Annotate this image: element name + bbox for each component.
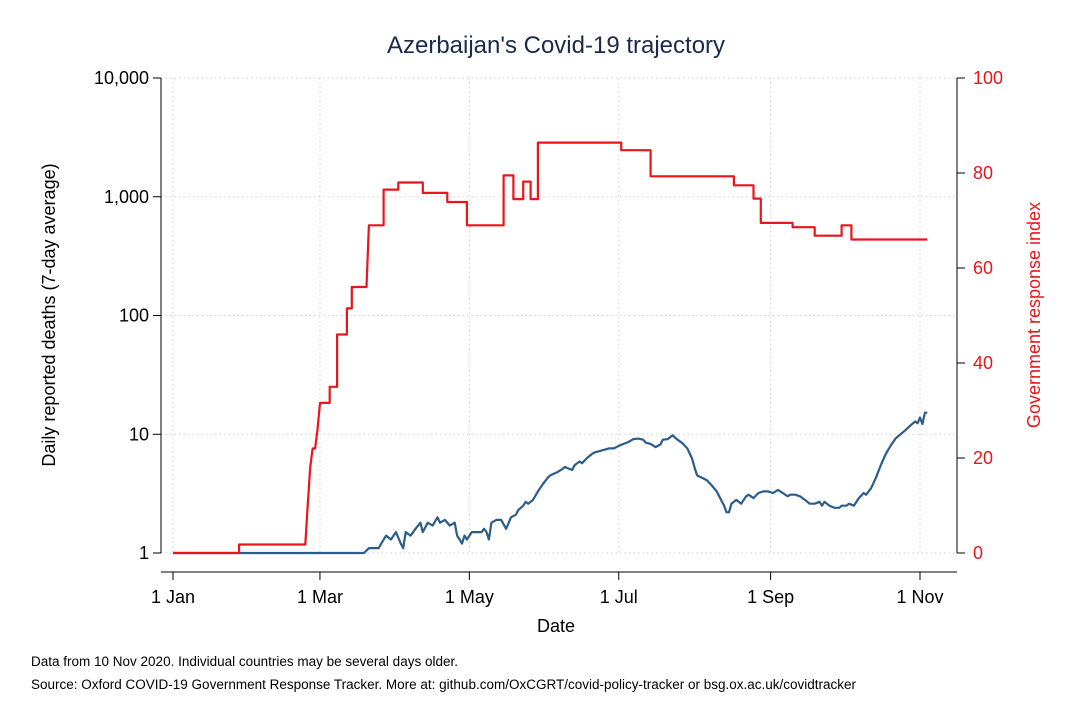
x-axis-ticks: 1 Jan 1 Mar 1 May 1 Jul 1 Sep 1 Nov bbox=[151, 572, 944, 607]
x-tick-label: 1 Jan bbox=[151, 587, 195, 607]
grid bbox=[161, 77, 957, 554]
y-axis-label-left: Daily reported deaths (7-day average) bbox=[39, 163, 59, 466]
series-lines bbox=[173, 141, 928, 555]
right-tick-label: 0 bbox=[973, 543, 983, 563]
series-line-deaths bbox=[173, 411, 928, 555]
left-tick-label: 100 bbox=[119, 306, 149, 326]
x-tick-label: 1 Jul bbox=[600, 587, 638, 607]
axes bbox=[160, 78, 958, 573]
left-tick-label: 1,000 bbox=[104, 187, 149, 207]
right-tick-label: 40 bbox=[973, 353, 993, 373]
right-tick-label: 60 bbox=[973, 258, 993, 278]
note-source: Source: Oxford COVID-19 Government Respo… bbox=[31, 677, 857, 692]
left-tick-label: 1 bbox=[139, 543, 149, 563]
right-tick-label: 20 bbox=[973, 448, 993, 468]
x-tick-label: 1 Sep bbox=[747, 587, 794, 607]
y-axis-label-right: Government response index bbox=[1024, 202, 1044, 428]
x-tick-label: 1 May bbox=[445, 587, 494, 607]
right-axis-ticks: 0 20 40 60 80 100 bbox=[957, 68, 1003, 563]
right-tick-label: 100 bbox=[973, 68, 1003, 88]
note-data-date: Data from 10 Nov 2020. Individual countr… bbox=[31, 654, 458, 669]
x-tick-label: 1 Mar bbox=[297, 587, 343, 607]
left-tick-label: 10,000 bbox=[94, 68, 149, 88]
left-tick-label: 10 bbox=[129, 424, 149, 444]
chart-title: Azerbaijan's Covid-19 trajectory bbox=[387, 32, 725, 59]
right-tick-label: 80 bbox=[973, 163, 993, 183]
x-tick-label: 1 Nov bbox=[896, 587, 943, 607]
series-line-response-index bbox=[173, 141, 928, 555]
left-axis-ticks: 1 10 100 1,000 10,000 bbox=[94, 68, 161, 563]
x-axis-label: Date bbox=[537, 616, 575, 636]
